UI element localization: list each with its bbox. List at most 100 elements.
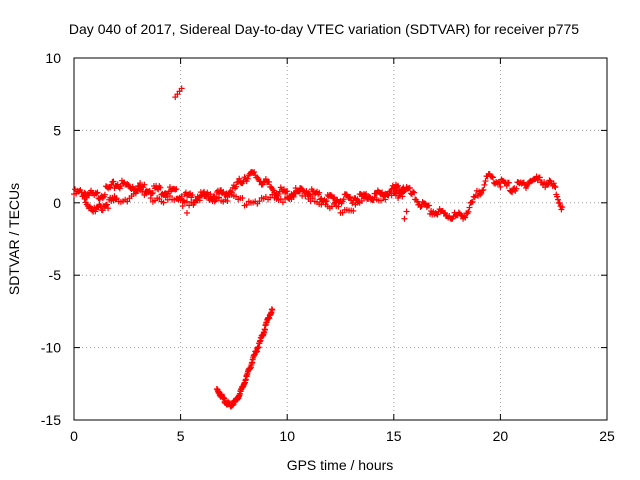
data-point xyxy=(244,175,251,182)
data-point xyxy=(104,201,111,208)
data-point xyxy=(288,196,295,203)
data-point xyxy=(94,189,101,196)
data-point xyxy=(559,204,566,211)
x-tick-label: 25 xyxy=(599,428,615,444)
y-tick-label: -15 xyxy=(41,412,61,428)
data-point xyxy=(340,196,347,203)
data-point xyxy=(546,177,553,184)
data-point xyxy=(108,181,115,188)
y-tick-label: -5 xyxy=(49,267,62,283)
data-point xyxy=(145,189,152,196)
data-point xyxy=(243,201,250,208)
data-point xyxy=(403,208,410,215)
plot-frame xyxy=(73,57,608,421)
data-point xyxy=(352,201,359,208)
data-point xyxy=(316,189,323,196)
data-point xyxy=(482,178,489,185)
data-point xyxy=(160,199,167,206)
data-point xyxy=(421,200,428,207)
data-point xyxy=(411,189,418,196)
data-point xyxy=(480,186,487,193)
axis-ticks: 0 5 10 15 20 25 10 5 0 -5 -10 -15 xyxy=(41,50,615,444)
data-point xyxy=(179,202,186,209)
data-point xyxy=(101,191,108,198)
data-point xyxy=(479,187,486,194)
data-point xyxy=(469,198,476,205)
x-tick-label: 0 xyxy=(70,428,78,444)
data-point xyxy=(380,193,387,200)
data-point xyxy=(335,203,342,210)
data-point xyxy=(395,182,402,189)
data-point xyxy=(173,186,180,193)
data-point xyxy=(190,201,197,208)
data-point xyxy=(139,188,146,195)
data-point xyxy=(406,184,413,191)
data-point xyxy=(239,194,246,201)
data-point xyxy=(496,180,503,187)
data-point xyxy=(207,191,214,198)
data-point xyxy=(481,181,488,188)
data-point xyxy=(227,188,234,195)
data-point xyxy=(105,205,112,212)
data-point xyxy=(113,195,120,202)
data-point xyxy=(478,190,485,197)
data-point xyxy=(434,211,441,218)
data-point xyxy=(137,180,144,187)
data-point xyxy=(132,190,139,197)
data-point xyxy=(107,184,114,191)
data-point xyxy=(354,196,361,203)
data-point xyxy=(554,193,561,200)
y-tick-label: 5 xyxy=(53,122,61,138)
data-point xyxy=(215,194,222,201)
data-point xyxy=(551,183,558,190)
data-point xyxy=(157,184,164,191)
data-point xyxy=(461,213,468,220)
data-point xyxy=(503,182,510,189)
data-point xyxy=(536,174,543,181)
data-point xyxy=(178,193,185,200)
data-point xyxy=(457,212,464,219)
data-point xyxy=(401,188,408,195)
data-point xyxy=(211,198,218,205)
data-point xyxy=(350,207,357,214)
data-point xyxy=(417,203,424,210)
data-point xyxy=(330,195,337,202)
data-point xyxy=(147,195,154,202)
data-point xyxy=(466,204,473,211)
data-point xyxy=(178,85,185,92)
data-point xyxy=(393,187,400,194)
data-point xyxy=(550,180,557,187)
data-point xyxy=(110,178,117,185)
data-point xyxy=(256,198,263,205)
data-point xyxy=(497,183,504,190)
data-point xyxy=(309,195,316,202)
y-tick-label: 0 xyxy=(53,195,61,211)
data-point xyxy=(279,199,286,206)
data-point xyxy=(189,192,196,199)
data-point xyxy=(441,209,448,216)
data-point xyxy=(205,194,212,201)
x-tick-label: 5 xyxy=(177,428,185,444)
data-point xyxy=(495,179,502,186)
data-point xyxy=(303,188,310,195)
data-point xyxy=(186,191,193,198)
data-point xyxy=(556,200,563,207)
data-point xyxy=(266,178,273,185)
data-point xyxy=(81,195,88,202)
data-point xyxy=(554,196,561,203)
data-point xyxy=(183,209,190,216)
data-point xyxy=(192,196,199,203)
data-point xyxy=(284,188,291,195)
data-point xyxy=(401,215,408,222)
data-point xyxy=(81,189,88,196)
data-point xyxy=(509,189,516,196)
data-point xyxy=(149,190,156,197)
data-point xyxy=(489,174,496,181)
data-point xyxy=(347,193,354,200)
data-point xyxy=(148,190,155,197)
y-tick-label: -10 xyxy=(41,340,61,356)
data-point xyxy=(236,175,243,182)
data-point xyxy=(513,185,520,192)
data-point xyxy=(124,198,131,205)
